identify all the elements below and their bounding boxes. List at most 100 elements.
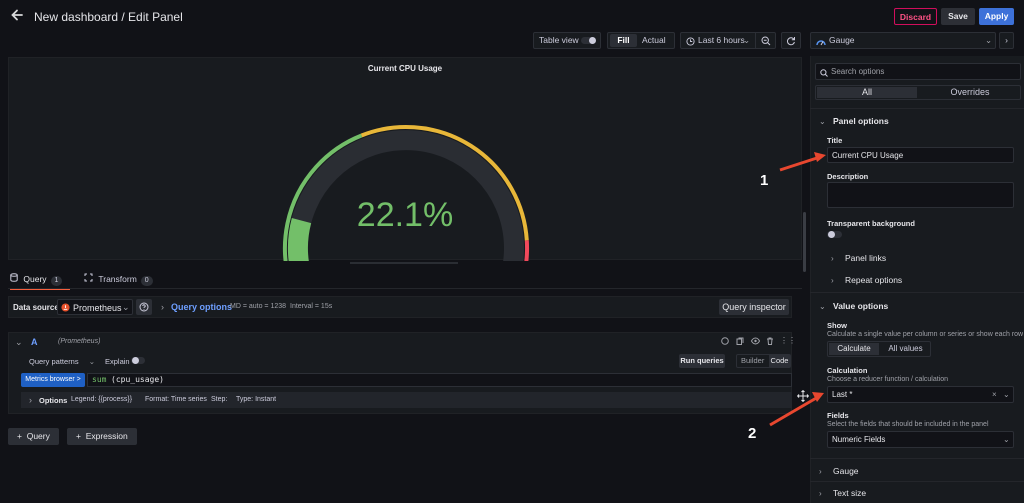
chevron-down-icon: ⌄: [985, 35, 993, 45]
chevron-down-icon: ⌄: [743, 35, 751, 45]
separator: [810, 481, 1024, 482]
options-pane-toggle[interactable]: ›: [999, 32, 1014, 49]
show-label: Show: [827, 321, 847, 330]
table-view-toggle[interactable]: Table view: [533, 32, 601, 49]
fill-option[interactable]: Fill: [610, 34, 637, 47]
gauge-threshold-yellow: [360, 125, 529, 241]
tab-all[interactable]: All: [817, 87, 917, 98]
prometheus-icon: [61, 303, 70, 314]
calculation-description: Choose a reducer function / calculation: [827, 376, 949, 383]
add-query-button[interactable]: + Query: [8, 428, 59, 445]
query-options-bar: Data source Prometheus ⌄ › Query options…: [8, 296, 792, 318]
expression-function: sum: [92, 375, 107, 384]
calculation-select[interactable]: Last * × ⌄: [827, 386, 1014, 403]
max-datapoints-text: MD = auto = 1238: [230, 303, 287, 310]
zoom-out-icon[interactable]: [761, 36, 771, 51]
resize-handle[interactable]: [350, 262, 458, 264]
builder-option[interactable]: Builder: [741, 356, 765, 365]
panel-options-header[interactable]: ⌄ Panel options: [819, 116, 889, 126]
copy-icon[interactable]: [736, 337, 744, 347]
chevron-down-icon: ⌄: [819, 117, 826, 126]
drag-handle-icon[interactable]: ⋮⋮: [780, 336, 796, 345]
chevron-right-icon: ›: [1005, 35, 1008, 45]
section-label: Panel links: [845, 253, 887, 263]
repeat-options-header[interactable]: › Repeat options: [831, 275, 902, 285]
run-queries-button[interactable]: Run queries: [679, 354, 725, 368]
toggle-knob: [132, 357, 139, 364]
legend-text: Legend: {{process}}: [71, 396, 133, 403]
count-badge: 0: [140, 276, 153, 286]
refresh-button[interactable]: [781, 32, 801, 49]
query-patterns-dropdown[interactable]: Query patterns ⌄: [29, 357, 95, 366]
chevron-down-icon: ⌄: [1003, 390, 1010, 399]
question-circle-icon: [139, 302, 149, 314]
chevron-right-icon: ›: [819, 489, 822, 498]
save-button[interactable]: Save: [941, 8, 975, 25]
move-cursor-icon: [797, 390, 809, 404]
section-label: Gauge: [833, 466, 859, 476]
discard-button[interactable]: Discard: [894, 8, 937, 25]
tab-overrides[interactable]: Overrides: [950, 87, 990, 97]
transform-icon: [84, 273, 95, 284]
section-label: Text size: [833, 488, 867, 498]
annotation-arrow-1: [779, 155, 821, 172]
code-option[interactable]: Code: [769, 355, 790, 367]
clear-icon[interactable]: ×: [992, 390, 997, 399]
help-button[interactable]: [136, 299, 152, 315]
actual-option[interactable]: Actual: [642, 35, 666, 45]
eye-icon[interactable]: [750, 337, 761, 347]
transparent-toggle[interactable]: [827, 231, 842, 238]
time-range-label: Last 6 hours: [698, 35, 745, 45]
search-icon: [820, 67, 828, 82]
toggle-track: [581, 37, 595, 44]
panel-links-header[interactable]: › Panel links: [831, 253, 886, 263]
visualization-picker[interactable]: Gauge ⌄: [810, 32, 996, 49]
gauge-threshold-green: [282, 133, 363, 261]
metrics-browser-button[interactable]: Metrics browser >: [21, 373, 85, 387]
trash-icon[interactable]: [766, 337, 774, 347]
annotation-label-2: 2: [748, 425, 757, 442]
chevron-down-icon: ⌄: [819, 302, 826, 311]
fields-select[interactable]: Numeric Fields ⌄: [827, 431, 1014, 448]
query-ref-id[interactable]: A: [31, 337, 38, 347]
search-options-input[interactable]: Search options: [815, 63, 1021, 80]
calculate-option[interactable]: Calculate: [829, 343, 879, 355]
tab-label: Transform: [98, 274, 137, 284]
collapse-icon[interactable]: ⌄: [15, 337, 23, 347]
title-input[interactable]: Current CPU Usage: [827, 147, 1014, 163]
toggle-knob: [589, 37, 596, 44]
text-size-header[interactable]: › Text size: [819, 488, 866, 498]
query-patterns-label: Query patterns: [29, 357, 79, 366]
query-inspector-button[interactable]: Query inspector: [719, 299, 789, 315]
add-expression-button[interactable]: + Expression: [67, 428, 137, 445]
query-options-link[interactable]: Query options: [171, 302, 233, 312]
annotation-label-1: 1: [760, 172, 769, 189]
explain-toggle[interactable]: [131, 357, 145, 364]
apply-button[interactable]: Apply: [979, 8, 1014, 25]
separator: [810, 458, 1024, 459]
add-expression-label: Expression: [85, 431, 128, 441]
tab-transform[interactable]: Transform 0: [84, 270, 164, 288]
description-label: Description: [827, 172, 869, 181]
gauge-options-header[interactable]: › Gauge: [819, 466, 859, 476]
fields-value: Numeric Fields: [832, 435, 886, 444]
back-arrow-icon[interactable]: [10, 8, 26, 24]
tab-query[interactable]: Query 1: [10, 270, 70, 290]
annotation-arrow-2: [769, 395, 819, 427]
plus-icon: +: [76, 431, 81, 441]
gauge-chart: [282, 125, 530, 261]
all-values-option[interactable]: All values: [888, 344, 923, 353]
scrollbar[interactable]: [803, 212, 806, 272]
chevron-right-icon[interactable]: ›: [161, 302, 164, 312]
time-range-picker[interactable]: Last 6 hours ⌄: [680, 32, 776, 49]
help-icon[interactable]: [721, 337, 729, 347]
query-options-summary[interactable]: › Options Legend: {{process}} Format: Ti…: [21, 392, 792, 408]
annotation-arrowhead-1: [814, 152, 826, 162]
chevron-right-icon: ›: [831, 254, 834, 263]
value-options-header[interactable]: ⌄ Value options: [819, 301, 888, 311]
data-source-picker[interactable]: Prometheus ⌄: [57, 299, 133, 315]
gauge-value-arc: [287, 218, 312, 261]
query-expression-editor[interactable]: sum (cpu_usage): [87, 373, 792, 387]
description-textarea[interactable]: [827, 182, 1014, 208]
type-text: Type: Instant: [236, 396, 277, 403]
